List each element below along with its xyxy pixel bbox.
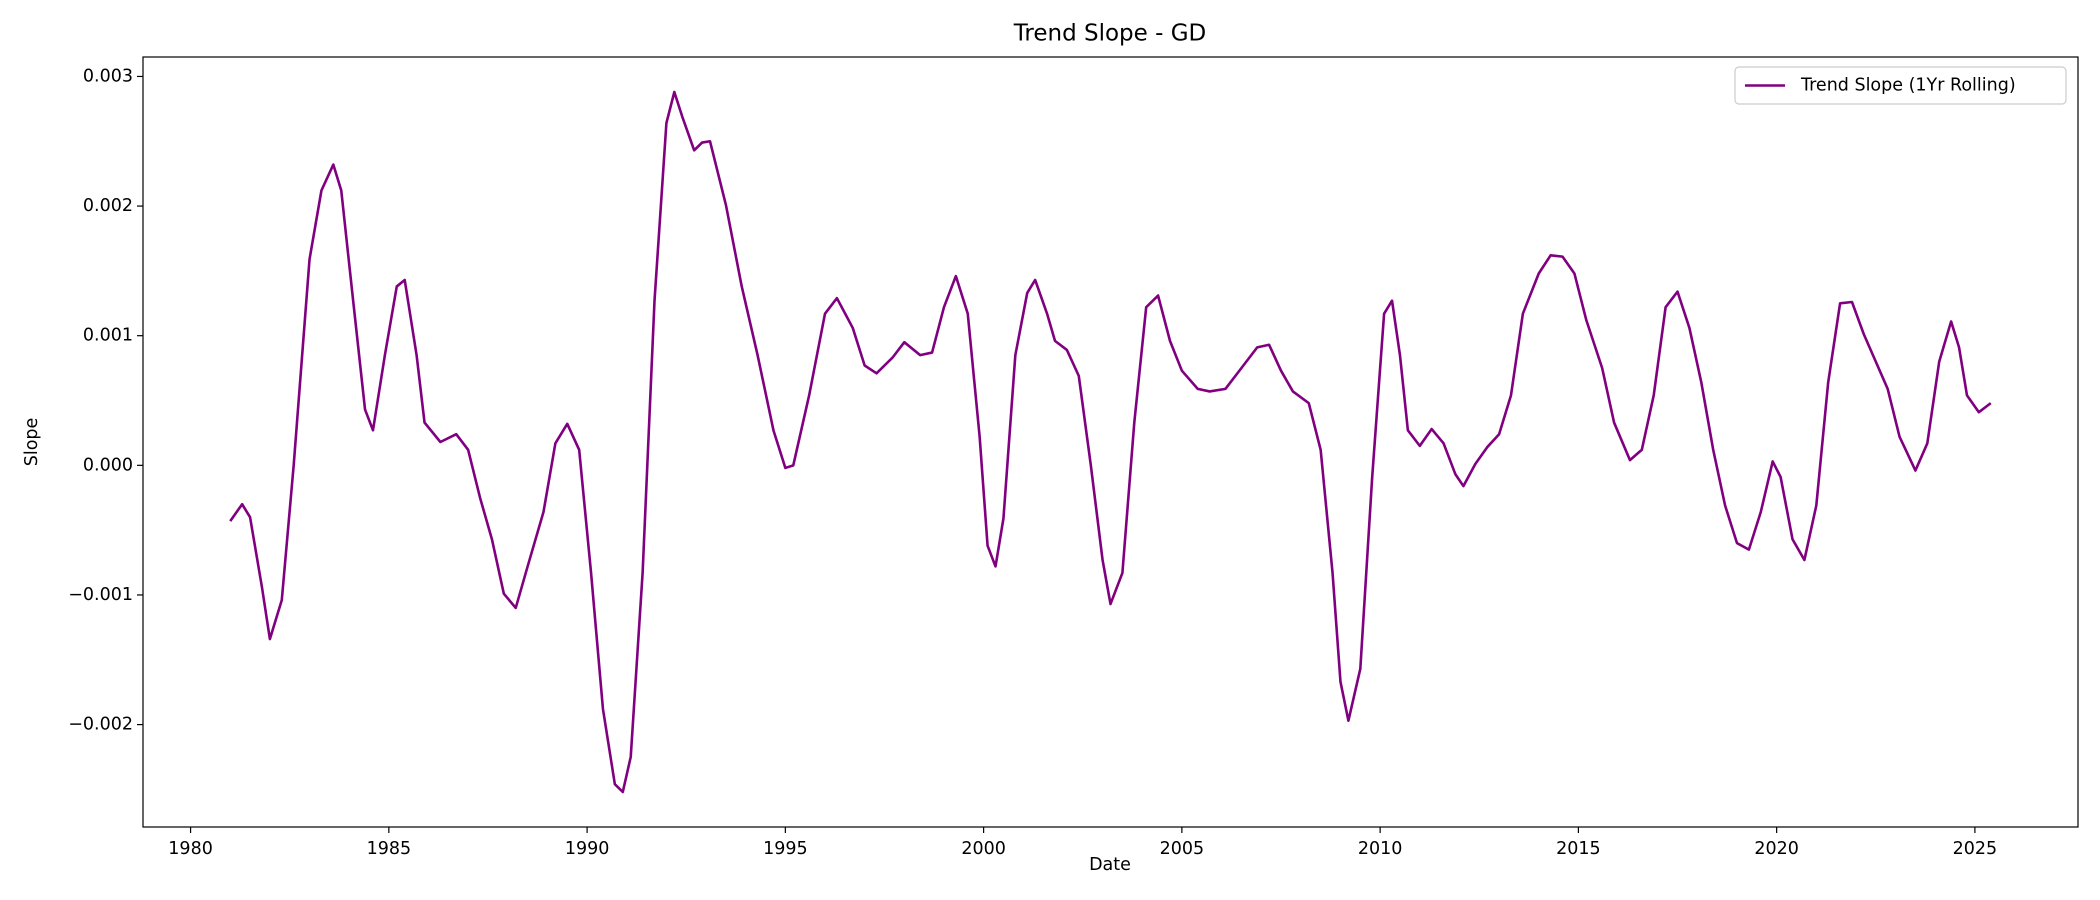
x-tick-label: 2020 (1754, 839, 1799, 859)
plot-frame (142, 56, 2079, 828)
y-tick-label: 0.001 (83, 326, 133, 346)
x-axis-label: Date (1089, 855, 1131, 875)
x-tick-label: 2005 (1160, 839, 1205, 859)
x-tick-label: 2015 (1556, 839, 1601, 859)
x-tick-label: 1990 (565, 839, 610, 859)
x-tick-label: 1985 (367, 839, 412, 859)
y-tick-label: −0.002 (68, 715, 133, 735)
legend-box (1734, 66, 2067, 105)
y-tick-label: 0.002 (83, 196, 133, 216)
y-axis-label: Slope (22, 418, 42, 467)
y-tick-label: 0.003 (83, 66, 133, 86)
x-tick-label: 2025 (1953, 839, 1998, 859)
chart-title: Trend Slope - GD (1013, 21, 1207, 47)
x-tick-label: 2000 (961, 839, 1006, 859)
data-line (229, 90, 1992, 794)
x-tick-label: 1995 (763, 839, 808, 859)
y-tick-label: 0.000 (83, 455, 133, 475)
y-tick-label: −0.001 (68, 585, 133, 605)
x-tick-label: 1980 (168, 839, 213, 859)
legend-label: Trend Slope (1Yr Rolling) (1800, 76, 2016, 96)
x-tick-label: 2010 (1358, 839, 1403, 859)
